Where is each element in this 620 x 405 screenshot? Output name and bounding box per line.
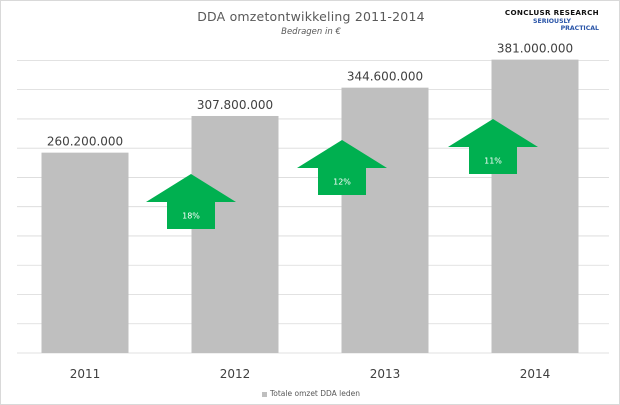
bar-2012 xyxy=(191,115,279,353)
data-label-2011: 260.200.000 xyxy=(47,135,123,149)
bar-2013 xyxy=(341,87,429,354)
growth-arrow-label-3: 11% xyxy=(484,157,502,166)
bar-2014 xyxy=(491,59,579,353)
chart-legend: Totale omzet DDA leden xyxy=(1,389,619,398)
x-tick-label-2011: 2011 xyxy=(70,367,101,381)
data-label-2013: 344.600.000 xyxy=(347,70,423,84)
legend-label: Totale omzet DDA leden xyxy=(269,389,361,398)
bar-2011 xyxy=(41,152,129,353)
growth-arrow-1 xyxy=(146,174,236,229)
x-tick-label-2012: 2012 xyxy=(220,367,251,381)
growth-arrow-label-1: 18% xyxy=(182,212,200,221)
brand-tagline-2: PRACTICAL xyxy=(560,25,599,33)
x-tick-label-2013: 2013 xyxy=(370,367,401,381)
growth-arrow-2 xyxy=(297,140,387,195)
data-label-2014: 381.000.000 xyxy=(497,42,573,56)
chart-subtitle: Bedragen in € xyxy=(281,27,341,37)
brand-logo: CONCLUSR RESEARCH SERIOUSLY PRACTICAL xyxy=(505,9,599,33)
x-tick-label-2014: 2014 xyxy=(520,367,551,381)
legend-swatch xyxy=(261,391,267,397)
data-label-2012: 307.800.000 xyxy=(197,98,273,112)
brand-name: CONCLUSR RESEARCH xyxy=(504,8,599,17)
growth-arrow-label-2: 12% xyxy=(333,178,351,187)
brand-tagline-1: SERIOUSLY xyxy=(533,18,571,26)
chart-title: DDA omzetontwikkeling 2011-2014 xyxy=(197,9,425,24)
growth-arrow-3 xyxy=(448,119,538,174)
